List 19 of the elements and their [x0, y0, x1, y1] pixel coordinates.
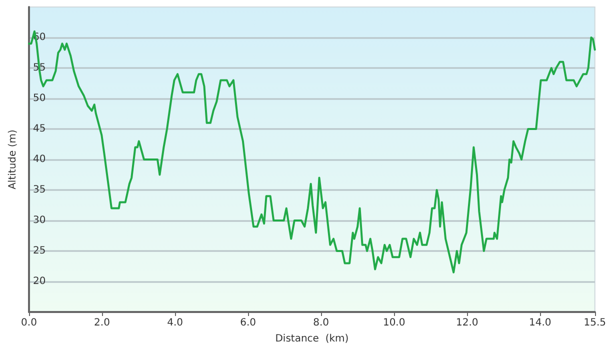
y-tick-label: 20 — [33, 276, 46, 287]
x-tick-label: 2.0 — [94, 318, 110, 328]
y-tick-label: 35 — [33, 184, 46, 196]
y-tick-label: 25 — [33, 246, 46, 256]
line-series — [28, 30, 596, 274]
y-tick-label: 30 — [33, 215, 46, 226]
x-tick-label: 15.5 — [584, 318, 606, 328]
x-tick-label: 10.0 — [382, 318, 406, 328]
x-tick-label: 0.0 — [21, 318, 37, 328]
x-tick-label: 8.0 — [313, 318, 330, 328]
x-tick-label: 6.0 — [240, 318, 256, 328]
y-tick-label: 40 — [33, 154, 46, 165]
x-axis-title: Distance (km) — [275, 334, 349, 344]
y-axis-title: Altitude (m) — [8, 130, 18, 190]
x-tick-label: 12.0 — [456, 318, 478, 328]
x-tick-label: 14.0 — [528, 318, 552, 328]
x-tick-label: 4.0 — [167, 318, 183, 328]
y-tick-label: 50 — [33, 93, 46, 104]
y-tick-label: 45 — [33, 124, 46, 134]
